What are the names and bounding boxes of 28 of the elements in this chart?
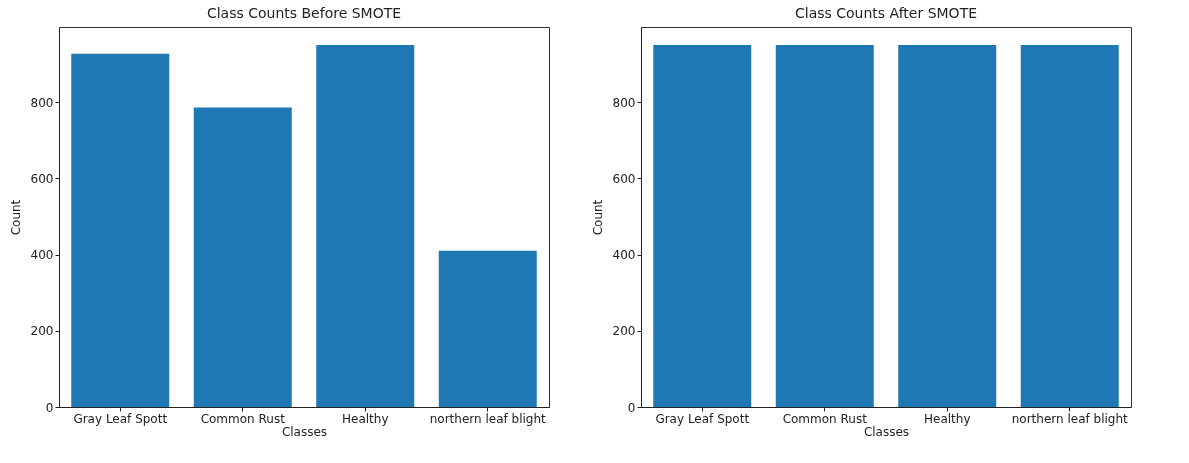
x-tick-label: Common Rust [200, 411, 286, 426]
y-tick-label: 400 [30, 248, 54, 263]
y-tick-label: 0 [45, 400, 54, 415]
x-tick-label: Gray Leaf Spott [655, 411, 750, 426]
x-axis-title: Classes [863, 424, 910, 439]
y-tick-label: 600 [30, 171, 54, 186]
y-tick-label: 800 [612, 95, 636, 110]
bar [316, 45, 415, 407]
bar [438, 250, 537, 407]
y-tick-label: 600 [612, 171, 636, 186]
bar [193, 107, 292, 407]
x-axis-title: Classes [281, 424, 328, 439]
y-tick-label: 800 [30, 95, 54, 110]
x-tick-label: Gray Leaf Spott [73, 411, 168, 426]
y-tick-label: 400 [612, 248, 636, 263]
x-tick-label: Common Rust [782, 411, 868, 426]
y-tick-label: 0 [627, 400, 636, 415]
x-tick-label: Healthy [341, 411, 389, 426]
y-tick-label: 200 [30, 324, 54, 339]
bar [71, 53, 170, 407]
x-tick-label: northern leaf blight [1011, 411, 1129, 426]
x-tick-label: northern leaf blight [429, 411, 547, 426]
chart-title: Class Counts After SMOTE [794, 5, 978, 21]
y-tick-label: 200 [612, 324, 636, 339]
x-tick-label: Healthy [923, 411, 971, 426]
y-axis-title: Count [590, 199, 605, 236]
chart-title: Class Counts Before SMOTE [206, 5, 402, 21]
y-axis-title: Count [8, 199, 23, 236]
